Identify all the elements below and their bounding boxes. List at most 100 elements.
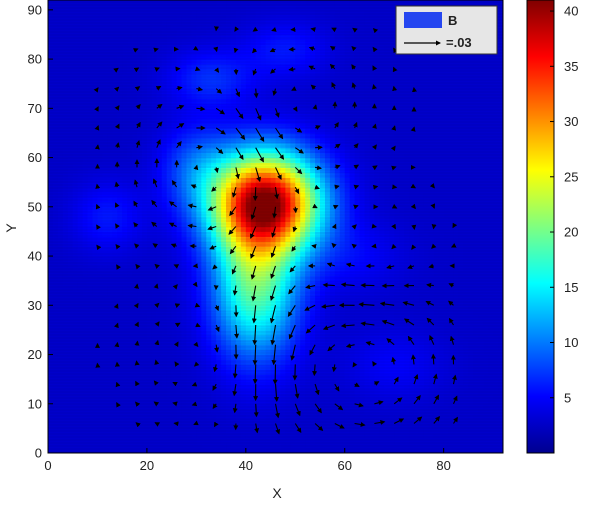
heatmap-cell xyxy=(156,310,163,316)
heatmap-cell xyxy=(265,137,272,144)
heatmap-cell xyxy=(285,280,291,287)
heatmap-cell xyxy=(270,443,277,449)
heatmap-cell xyxy=(57,24,64,31)
heatmap-cell xyxy=(221,295,227,301)
heatmap-cell xyxy=(72,315,79,321)
heatmap-cell xyxy=(181,206,188,213)
heatmap-cell xyxy=(82,93,89,100)
heatmap-cell xyxy=(171,344,178,351)
heatmap-cell xyxy=(260,339,267,346)
heatmap-cell xyxy=(250,0,257,6)
heatmap-cell xyxy=(201,68,207,75)
heatmap-cell xyxy=(62,0,69,6)
heatmap-cell xyxy=(181,270,188,277)
heatmap-cell xyxy=(72,448,79,453)
heatmap-cell xyxy=(72,54,79,60)
heatmap-cell xyxy=(132,187,138,193)
heatmap-cell xyxy=(107,256,113,262)
heatmap-cell xyxy=(245,438,252,444)
heatmap-cell xyxy=(107,64,113,70)
heatmap-cell xyxy=(240,290,247,297)
heatmap-cell xyxy=(270,369,277,375)
heatmap-cell xyxy=(245,379,252,385)
heatmap-cell xyxy=(255,226,262,233)
heatmap-cell xyxy=(206,9,212,16)
heatmap-cell xyxy=(62,315,69,321)
heatmap-cells xyxy=(48,0,503,453)
heatmap-cell xyxy=(270,4,277,11)
heatmap-cell xyxy=(206,113,212,119)
heatmap-cell xyxy=(97,305,104,311)
heatmap-cell xyxy=(161,192,168,198)
heatmap-cell xyxy=(201,231,207,237)
heatmap-cell xyxy=(216,310,222,316)
heatmap-cell xyxy=(137,49,143,55)
heatmap-cell xyxy=(245,59,252,65)
heatmap-cell xyxy=(270,162,277,169)
heatmap-cell xyxy=(161,137,168,144)
heatmap-cell xyxy=(156,398,163,405)
heatmap-cell xyxy=(255,344,262,351)
heatmap-cell xyxy=(255,354,262,361)
heatmap-cell xyxy=(161,123,168,129)
heatmap-cell xyxy=(87,448,94,453)
heatmap-cell xyxy=(250,236,257,242)
heatmap-cell xyxy=(151,270,158,277)
heatmap-cell xyxy=(122,9,128,16)
heatmap-cell xyxy=(186,44,193,50)
heatmap-cell xyxy=(176,9,183,16)
heatmap-cell xyxy=(265,14,272,21)
heatmap-cell xyxy=(260,93,267,100)
heatmap-cell xyxy=(117,9,123,16)
heatmap-cell xyxy=(97,384,104,390)
heatmap-cell xyxy=(235,44,242,50)
heatmap-cell xyxy=(240,374,247,380)
heatmap-cell xyxy=(127,280,133,287)
heatmap-cell xyxy=(137,226,143,233)
heatmap-cell xyxy=(82,374,89,380)
heatmap-cell xyxy=(161,73,168,80)
heatmap-cell xyxy=(87,334,94,341)
heatmap-cell xyxy=(132,192,138,198)
heatmap-cell xyxy=(245,88,252,95)
heatmap-cell xyxy=(211,59,217,65)
heatmap-cell xyxy=(245,221,252,228)
heatmap-cell xyxy=(146,34,153,40)
heatmap-cell xyxy=(112,83,118,90)
heatmap-cell xyxy=(280,201,286,208)
heatmap-cell xyxy=(57,413,64,420)
heatmap-cell xyxy=(176,211,183,218)
heatmap-cell xyxy=(191,231,197,237)
heatmap-cell xyxy=(166,260,173,267)
heatmap-cell xyxy=(171,359,178,365)
heatmap-cell xyxy=(146,300,153,306)
heatmap-cell xyxy=(166,177,173,183)
heatmap-cell xyxy=(226,73,232,80)
heatmap-cell xyxy=(48,73,54,80)
heatmap-cell xyxy=(72,364,79,370)
heatmap-cell xyxy=(52,265,59,272)
heatmap-cell xyxy=(245,448,252,453)
heatmap-cell xyxy=(72,123,79,129)
heatmap-cell xyxy=(146,49,153,55)
heatmap-cell xyxy=(201,315,207,321)
heatmap-cell xyxy=(127,334,133,341)
heatmap-cell xyxy=(87,251,94,257)
heatmap-cell xyxy=(245,285,252,292)
heatmap-cell xyxy=(57,339,64,346)
heatmap-cell xyxy=(226,147,232,154)
heatmap-cell xyxy=(62,39,69,45)
heatmap-cell xyxy=(221,44,227,50)
heatmap-cell xyxy=(221,167,227,173)
heatmap-cell xyxy=(137,182,143,188)
heatmap-cell xyxy=(52,295,59,301)
heatmap-cell xyxy=(176,324,183,331)
heatmap-cell xyxy=(216,251,222,257)
heatmap-cell xyxy=(156,374,163,380)
heatmap-cell xyxy=(265,270,272,277)
heatmap-cell xyxy=(72,339,79,346)
heatmap-cell xyxy=(166,157,173,164)
heatmap-cell xyxy=(250,88,257,95)
heatmap-cell xyxy=(255,384,262,390)
heatmap-cell xyxy=(211,329,217,336)
